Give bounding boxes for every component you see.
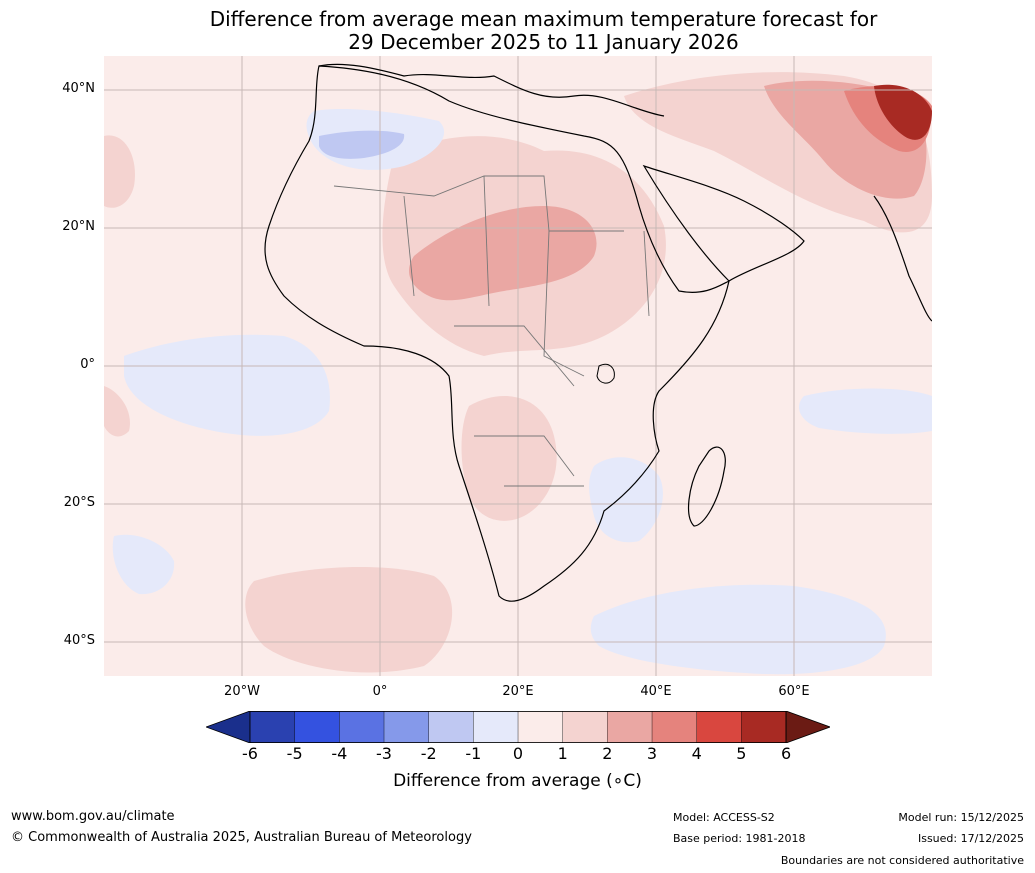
lat-label-0: 0°: [80, 357, 95, 372]
anomaly-region-gulf-guinea-edge: [104, 386, 130, 437]
lon-label-60e: 60°E: [778, 684, 810, 699]
europe-coastline: [318, 63, 665, 117]
colorbar-tick-label: -6: [242, 744, 258, 763]
colorbar-cell: [607, 711, 653, 743]
colorbar-cell: [294, 711, 341, 743]
lon-label-40e: 40°E: [640, 684, 672, 699]
colorbar-tick-label: -5: [286, 744, 303, 763]
lat-label-20n: 20°N: [62, 219, 95, 234]
colorbar-tick-label: -4: [331, 744, 348, 763]
colorbar-cell: [651, 711, 698, 743]
country-boundaries: [333, 175, 650, 487]
model-run-text: Model run: 15/12/2025: [898, 811, 1024, 824]
madagascar-outline: [688, 446, 726, 527]
colorbar-cell: [517, 711, 564, 743]
base-period-text: Base period: 1981-2018: [673, 832, 806, 845]
anomaly-region-southern-ocean-cool: [590, 584, 886, 675]
africa-coastline: [264, 65, 730, 602]
colorbar-tick-label: 4: [691, 744, 702, 763]
lon-label-20e: 20°E: [502, 684, 534, 699]
india-outline: [873, 195, 932, 322]
lat-label-40s: 40°S: [63, 633, 95, 648]
colorbar-tick-label: 5: [736, 744, 747, 763]
title-line-1: Difference from average mean maximum tem…: [209, 7, 878, 31]
website-link[interactable]: www.bom.gov.au/climate: [11, 809, 175, 824]
lake-victoria-outline: [596, 363, 615, 384]
anomaly-region-atlantic-cool: [124, 334, 330, 436]
colorbar-cell: [741, 711, 787, 743]
lat-label-40n: 40°N: [62, 81, 95, 96]
lon-label-20w: 20°W: [224, 684, 260, 699]
chart-title: Difference from average mean maximum tem…: [0, 8, 1035, 54]
map-canvas: [104, 56, 932, 676]
colorbar-cell: [428, 711, 475, 743]
colorbar-tick-label: -3: [376, 744, 392, 763]
graticule: [104, 56, 932, 676]
anomaly-region-indian-ocean-cool: [799, 388, 932, 434]
lat-label-20s: 20°S: [63, 495, 95, 510]
anomaly-region-sw-atlantic-cool: [112, 534, 175, 595]
disclaimer-text: Boundaries are not considered authoritat…: [780, 854, 1024, 867]
colorbar-cell: [249, 711, 296, 743]
colorbar-extend-low: [206, 711, 251, 743]
lon-label-0: 0°: [372, 684, 388, 699]
arabian-peninsula-outline: [642, 164, 805, 282]
colorbar-tick-label: 3: [646, 744, 658, 763]
anomaly-region-sahel-warm: [409, 206, 597, 301]
title-line-2: 29 December 2025 to 11 January 2026: [348, 30, 739, 54]
colorbar-outline: [249, 711, 787, 743]
colorbar-cell: [383, 711, 430, 743]
colorbar-tick-label: -2: [420, 744, 437, 763]
colorbar-tick-label: 6: [780, 744, 792, 763]
anomaly-region-south-atlantic: [245, 566, 453, 673]
colorbar-tick-label: 1: [557, 744, 568, 763]
colorbar-label: Difference from average (∘C): [393, 771, 642, 791]
anomaly-region-southern-africa: [461, 396, 557, 521]
colorbar-extend-high: [785, 711, 830, 743]
anomaly-region-core-hot: [874, 84, 932, 140]
anomaly-region-west-atlantic-edge: [104, 135, 135, 208]
colorbar-cell: [562, 711, 609, 743]
copyright-text: © Commonwealth of Australia 2025, Austra…: [11, 830, 472, 845]
colorbar-cell: [696, 711, 743, 743]
colorbar-tick-label: 0: [512, 744, 524, 763]
colorbar-tick-label: 2: [602, 744, 613, 763]
anomaly-region-morocco-cooler: [319, 130, 405, 159]
colorbar: [206, 711, 830, 743]
anomaly-region-mozambique-cool: [589, 457, 663, 543]
colorbar-cell: [339, 711, 385, 743]
issued-text: Issued: 17/12/2025: [917, 832, 1024, 845]
colorbar-tick-label: -1: [465, 744, 482, 763]
model-text: Model: ACCESS-S2: [673, 811, 775, 824]
forecast-map: [104, 56, 932, 676]
colorbar-cell: [473, 711, 519, 743]
